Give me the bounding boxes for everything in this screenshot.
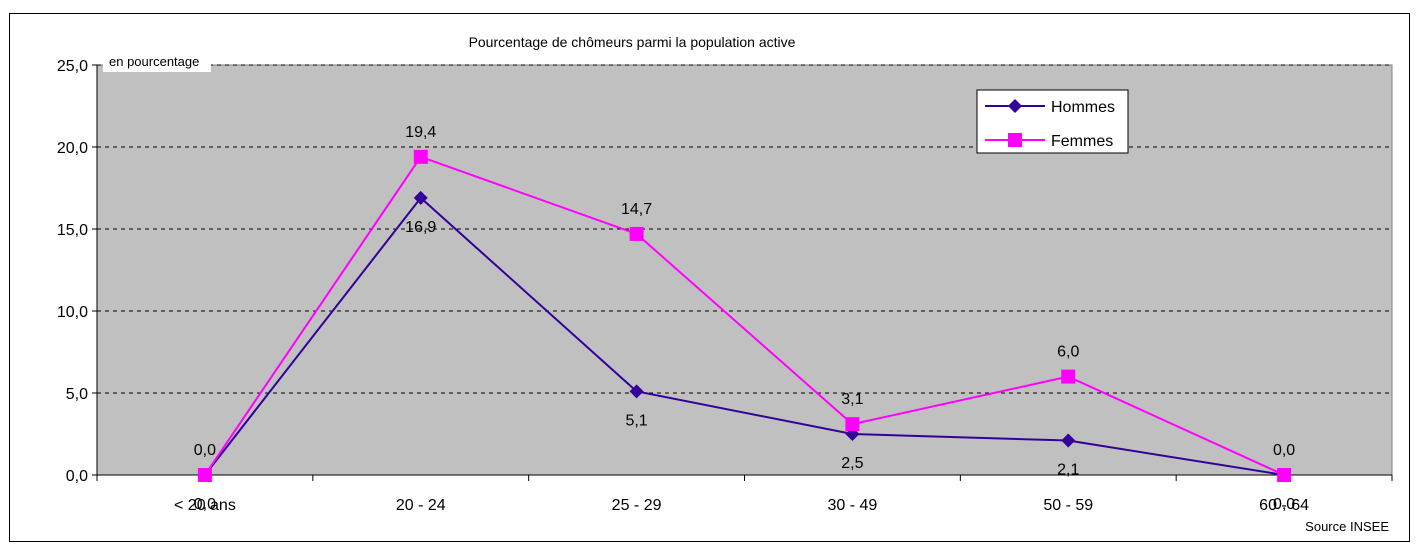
unit-label: en pourcentage <box>109 54 199 69</box>
point-hommes <box>413 190 428 205</box>
tick-labels: 0,0 5,0 10,0 15,0 20,0 25,0 < 20 ans 20 - 24 25 … <box>57 58 1309 514</box>
data-label-hommes: 2,1 <box>1057 462 1079 479</box>
data-label-femmes: 0,0 <box>194 442 216 459</box>
data-label-femmes: 6,0 <box>1057 344 1079 361</box>
y-tick-label: 10,0 <box>57 304 88 321</box>
data-label-hommes: 16,9 <box>405 219 436 236</box>
y-tick-label: 25,0 <box>57 58 88 75</box>
point-femmes <box>1277 468 1292 482</box>
point-hommes <box>1061 433 1076 448</box>
chart-title: Pourcentage de chômeurs parmi la populat… <box>469 34 796 50</box>
data-label-hommes: 2,5 <box>841 455 863 472</box>
series-lines <box>204 155 1285 476</box>
legend-box <box>976 89 1129 154</box>
legend-marker-hommes <box>1008 99 1022 113</box>
y-tick-label: 20,0 <box>57 140 88 157</box>
series-line-femmes <box>204 155 1285 476</box>
x-tick-label: < 20 ans <box>174 497 236 514</box>
point-femmes <box>413 149 428 164</box>
series-line-hommes <box>204 196 1285 476</box>
legend-label-femmes: Femmes <box>1051 133 1113 150</box>
data-label-femmes: 19,4 <box>405 124 436 141</box>
data-label-femmes: 0,0 <box>1273 442 1295 459</box>
x-tick-label: 50 - 59 <box>1043 497 1093 514</box>
x-tick-label: 25 - 29 <box>612 497 662 514</box>
point-femmes <box>845 417 860 432</box>
x-tick-label: 30 - 49 <box>828 497 878 514</box>
axes <box>92 64 1393 481</box>
data-label-hommes: 0,0 <box>1273 496 1295 513</box>
data-label-femmes: 14,7 <box>621 201 652 218</box>
legend-marker-femmes <box>1008 133 1022 147</box>
data-labels: 0,0 16,9 5,1 2,5 2,1 0,0 0,0 19,4 14,7 3,1 6,0 0,0 <box>194 124 1296 513</box>
legend: Hommes Femmes <box>976 89 1129 154</box>
data-label-femmes: 3,1 <box>841 391 863 408</box>
plot-area <box>96 64 1393 476</box>
point-femmes <box>1061 369 1076 384</box>
y-tick-label: 0,0 <box>66 468 88 485</box>
x-tick-label: 20 - 24 <box>396 497 446 514</box>
point-femmes <box>197 468 212 482</box>
unit-label-box <box>103 50 211 72</box>
y-tick-label: 15,0 <box>57 222 88 239</box>
point-hommes <box>629 384 644 399</box>
x-tick-label: 60 - 64 <box>1259 497 1309 514</box>
data-label-hommes: 0,0 <box>194 496 216 513</box>
source-note: Source INSEE <box>1305 519 1389 534</box>
legend-label-hommes: Hommes <box>1051 99 1115 116</box>
y-tick-label: 5,0 <box>66 386 88 403</box>
series-markers <box>197 149 1292 482</box>
point-femmes <box>629 226 644 241</box>
data-label-hommes: 5,1 <box>625 412 647 429</box>
